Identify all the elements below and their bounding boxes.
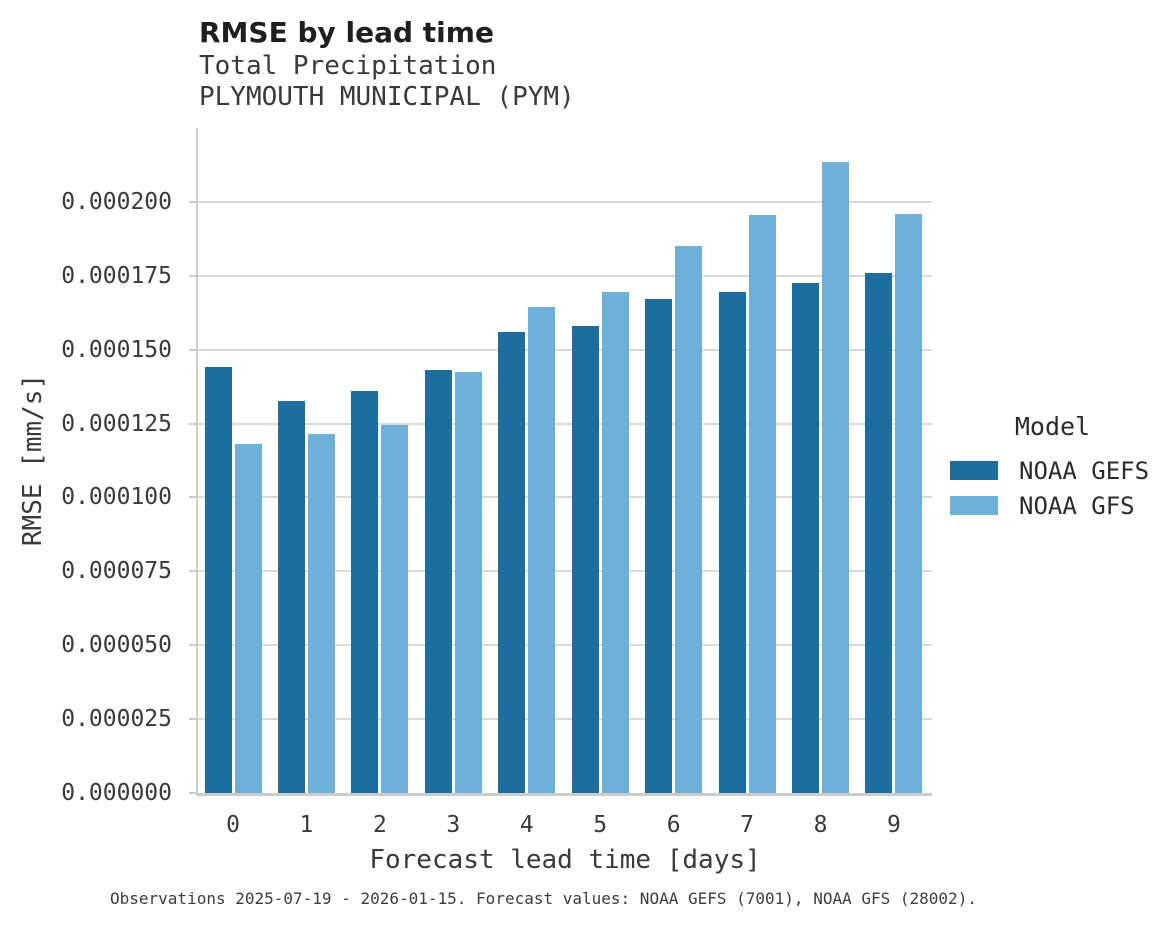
y-tick-label: 0.000075 [61, 558, 172, 585]
gridline [198, 570, 932, 573]
legend-item-noaa-gefs: NOAA GEFS [950, 453, 1155, 488]
gridline [198, 274, 932, 277]
bar-noaa-gefs-day-0 [204, 367, 232, 793]
legend-swatch-noaa-gfs [950, 496, 998, 515]
bar-noaa-gfs-day-2 [381, 425, 409, 793]
x-tick-label: 2 [372, 812, 387, 838]
gridline [198, 718, 932, 721]
bar-noaa-gefs-day-7 [718, 292, 746, 793]
chart-title: RMSE by lead time [199, 16, 494, 49]
x-tick-label: 5 [593, 812, 608, 838]
y-tick-mark [189, 718, 196, 721]
legend-label-noaa-gfs: NOAA GFS [1019, 491, 1135, 520]
bar-noaa-gfs-day-3 [454, 371, 482, 793]
x-tick-label: 3 [446, 812, 461, 838]
x-axis-tick-labels: 0 1 2 3 4 5 6 7 8 9 [198, 812, 932, 842]
gridline [198, 496, 932, 499]
bar-noaa-gefs-day-9 [865, 272, 893, 793]
legend-label-noaa-gefs: NOAA GEFS [1019, 456, 1150, 485]
y-tick-mark [189, 792, 196, 794]
bar-noaa-gefs-day-4 [498, 331, 526, 793]
legend-swatch-noaa-gefs [950, 461, 998, 480]
x-tick-label: 8 [813, 812, 828, 838]
y-tick-label: 0.000100 [61, 484, 172, 511]
plot-area [189, 128, 932, 796]
x-tick-label: 1 [299, 812, 314, 838]
x-tick-label: 0 [226, 812, 240, 838]
bar-noaa-gefs-day-2 [351, 391, 379, 793]
y-tick-label: 0.000025 [61, 706, 172, 733]
bar-noaa-gfs-day-0 [234, 444, 262, 793]
y-tick-label: 0.000050 [61, 632, 172, 659]
y-tick-mark [189, 422, 196, 425]
x-tick-label: 6 [666, 812, 681, 838]
bar-noaa-gefs-day-1 [277, 401, 305, 793]
legend-item-noaa-gfs: NOAA GFS [950, 488, 1155, 523]
chart-subtitle-variable: Total Precipitation [199, 51, 497, 81]
y-tick-mark [189, 644, 196, 647]
y-tick-label: 0.000200 [61, 188, 172, 215]
bar-noaa-gfs-day-6 [675, 246, 703, 793]
bar-noaa-gefs-day-3 [424, 370, 452, 793]
gridline [198, 422, 932, 425]
bar-noaa-gfs-day-5 [601, 292, 629, 793]
y-tick-mark [189, 274, 196, 277]
x-axis-title: Forecast lead time [days] [369, 845, 761, 875]
gridline [198, 348, 932, 351]
chart-subtitle-station: PLYMOUTH MUNICIPAL (PYM) [199, 82, 575, 112]
y-tick-label: 0.000125 [61, 410, 172, 437]
bar-noaa-gefs-day-5 [571, 326, 599, 793]
bar-noaa-gefs-day-6 [645, 299, 673, 793]
bar-noaa-gefs-day-8 [792, 283, 820, 793]
figure-caption: Observations 2025-07-19 - 2026-01-15. Fo… [110, 889, 977, 908]
gridline [198, 200, 932, 203]
y-tick-mark [189, 496, 196, 499]
bar-noaa-gfs-day-4 [528, 306, 556, 793]
y-tick-label: 0.000000 [61, 780, 172, 806]
x-tick-label: 7 [740, 812, 755, 838]
x-tick-label: 4 [519, 812, 534, 838]
x-tick-label: 9 [887, 812, 901, 838]
y-tick-mark [189, 348, 196, 351]
y-tick-label: 0.000150 [61, 336, 172, 363]
bar-noaa-gfs-day-8 [822, 162, 850, 793]
y-axis-tick-labels: 0.000000 0.000025 0.000050 0.000075 0.000100… [0, 128, 172, 806]
y-tick-mark [189, 570, 196, 573]
gridline [198, 644, 932, 647]
y-tick-label: 0.000175 [61, 262, 172, 289]
bar-noaa-gfs-day-1 [307, 433, 335, 793]
bar-noaa-gfs-day-7 [748, 215, 776, 793]
legend-title: Model [1014, 412, 1091, 441]
bar-noaa-gfs-day-9 [895, 213, 923, 793]
y-tick-mark [189, 200, 196, 203]
legend: Model NOAA GEFS NOAA GFS [950, 412, 1155, 523]
